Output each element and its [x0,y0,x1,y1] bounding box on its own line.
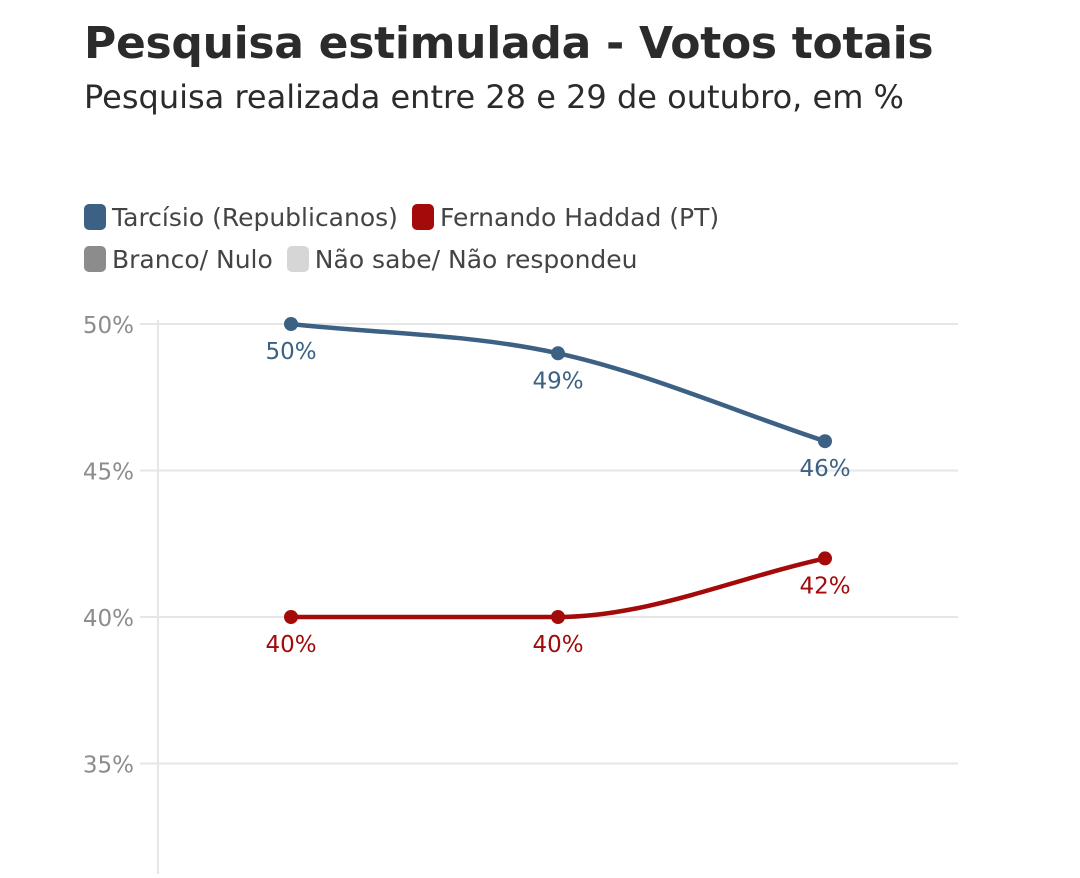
data-point-tarcisio [551,346,565,361]
legend-swatch-branco-nulo [84,246,106,272]
chart-title: Pesquisa estimulada - Votos totais [84,18,934,69]
y-tick-label: 40% [83,606,134,632]
data-label-haddad: 40% [265,632,316,658]
data-label-tarcisio: 49% [532,368,583,394]
legend-swatch-nao-sabe [286,246,309,272]
chart-header: Pesquisa estimulada - Votos totais Pesqu… [84,14,1034,120]
legend-item-branco-nulo[interactable]: Branco/ Nulo [84,245,273,274]
legend-item-tarcisio[interactable]: Tarcísio (Republicanos) [84,203,398,232]
data-label-haddad: 42% [799,573,850,599]
legend-label-nao-sabe: Não sabe/ Não respondeu [314,244,638,274]
data-label-tarcisio: 50% [265,339,316,365]
y-tick-label: 50% [83,313,134,339]
data-point-tarcisio [284,317,298,331]
chart-area: 50% 45% 40% 35% 50% 49% 46% 40% 40% 42% [0,290,1080,874]
legend-swatch-haddad [411,204,434,230]
legend-label-haddad: Fernando Haddad (PT) [439,202,720,232]
legend-item-nao-sabe[interactable]: Não sabe/ Não respondeu [286,244,638,274]
chart-subtitle: Pesquisa realizada entre 28 e 29 de outu… [84,78,904,116]
data-label-haddad: 40% [532,632,583,658]
legend-row-1: Tarcísio (Republicanos) Fernando Haddad … [84,196,984,238]
y-tick-label: 45% [83,460,134,486]
data-point-haddad [284,610,298,624]
line-chart: 50% 45% 40% 35% 50% 49% 46% 40% 40% 42% [83,313,958,874]
data-point-haddad [818,551,832,566]
legend-row-2: Branco/ Nulo Não sabe/ Não respondeu [84,238,984,280]
legend-item-haddad[interactable]: Fernando Haddad (PT) [411,202,720,232]
data-point-tarcisio [818,434,832,449]
legend-label-branco-nulo: Branco/ Nulo [112,244,273,274]
legend-label-tarcisio: Tarcísio (Republicanos) [112,202,398,232]
data-point-haddad [551,610,565,624]
chart-legend: Tarcísio (Republicanos) Fernando Haddad … [84,196,984,280]
legend-swatch-tarcisio [84,204,106,230]
y-tick-label: 35% [83,753,134,779]
data-label-tarcisio: 46% [799,456,850,482]
series-line-haddad [288,556,828,620]
